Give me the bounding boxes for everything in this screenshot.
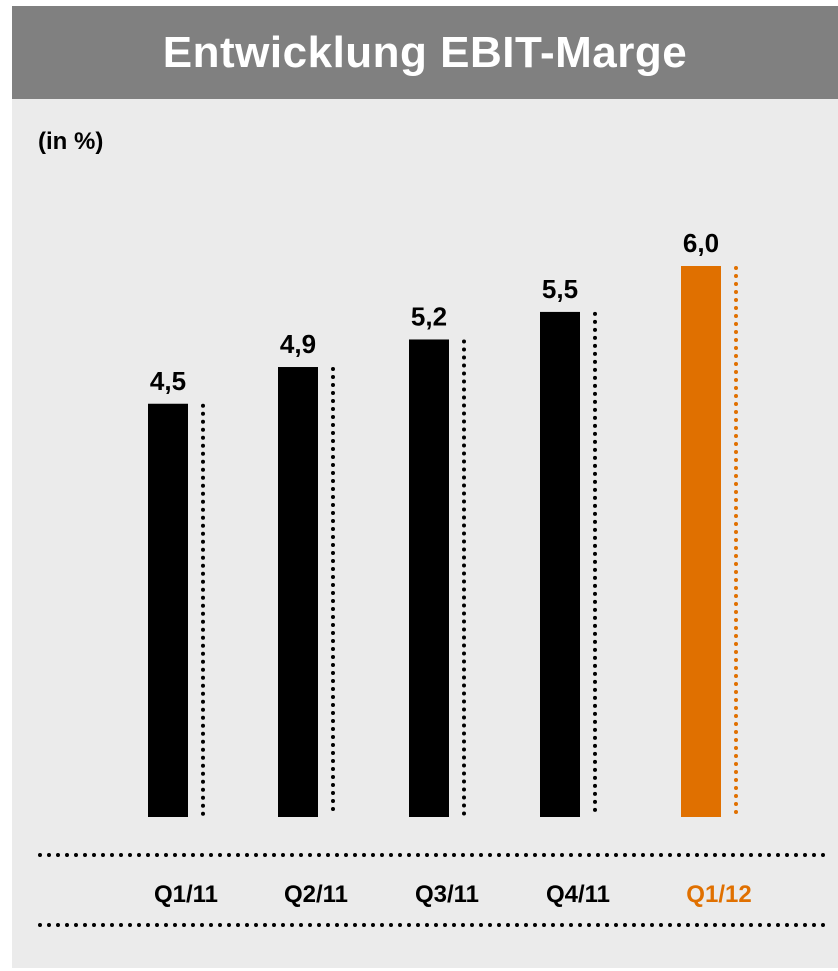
separator-lines (38, 853, 830, 927)
unit-label: (in %) (38, 128, 104, 155)
data-label: 5,5 (542, 274, 578, 304)
bar-q2-11 (278, 367, 318, 817)
category-label: Q3/11 (415, 881, 479, 908)
data-label: 5,2 (411, 301, 447, 331)
data-label: 6,0 (683, 228, 719, 258)
category-label: Q1/11 (154, 881, 218, 908)
bar-q1-12 (681, 266, 721, 817)
bars-group: 4,5 4,9 5,2 5,5 6,0 (148, 228, 738, 819)
chart-title: Entwicklung EBIT-Marge (12, 6, 838, 99)
bar-q1-11 (148, 403, 188, 817)
data-label: 4,5 (150, 366, 186, 396)
bar-q4-11 (540, 311, 580, 817)
data-label: 4,9 (280, 329, 316, 359)
category-label: Q2/11 (284, 881, 348, 908)
bar-q3-11 (409, 339, 449, 817)
category-label: Q4/11 (546, 881, 610, 908)
category-labels: Q1/11 Q2/11 Q3/11 Q4/11 Q1/12 (154, 881, 752, 908)
category-label: Q1/12 (686, 881, 751, 908)
